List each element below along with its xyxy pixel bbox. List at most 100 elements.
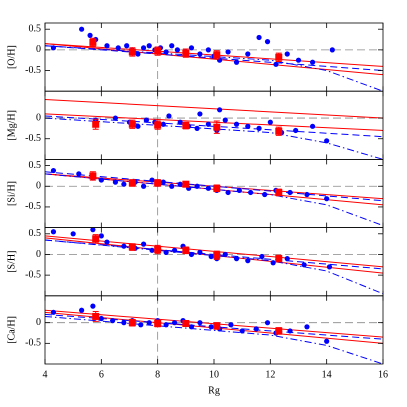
star-point xyxy=(304,324,310,330)
star-point xyxy=(50,167,57,174)
star-point xyxy=(256,125,262,131)
star-point xyxy=(121,181,127,187)
star-point xyxy=(205,47,211,53)
y-tick-label: -0.5 xyxy=(25,201,41,212)
star-point xyxy=(135,123,141,129)
star-point xyxy=(301,262,307,268)
star-point xyxy=(135,51,141,57)
star-point xyxy=(233,121,240,127)
mean-square xyxy=(92,235,100,243)
y-tick-label: 0 xyxy=(36,249,41,260)
star-point xyxy=(140,45,147,51)
star-point xyxy=(160,121,166,127)
star-point xyxy=(98,233,104,239)
star-point xyxy=(284,256,290,262)
star-point xyxy=(205,121,211,127)
star-point xyxy=(146,320,152,326)
star-point xyxy=(326,264,333,270)
y-tick-label: -0.5 xyxy=(25,338,41,349)
star-point xyxy=(90,227,96,233)
star-point xyxy=(228,322,234,328)
mean-square xyxy=(182,122,190,130)
mean-square xyxy=(275,127,283,135)
mean-square xyxy=(154,319,162,327)
star-point xyxy=(171,247,178,253)
star-point xyxy=(177,119,183,125)
trend-line xyxy=(45,98,383,119)
y-tick-label: -0.5 xyxy=(25,133,41,144)
star-point xyxy=(197,320,203,326)
star-point xyxy=(146,43,152,49)
trend-line xyxy=(45,113,383,131)
star-point xyxy=(124,43,130,49)
mean-square xyxy=(128,243,136,251)
y-tick-label: 0.5 xyxy=(29,228,42,239)
star-point xyxy=(324,196,330,202)
mean-square xyxy=(89,38,97,46)
star-point xyxy=(79,26,85,32)
y-tick-label: 0 xyxy=(36,112,41,123)
star-point xyxy=(149,177,155,183)
star-point xyxy=(295,57,302,63)
mean-square xyxy=(128,319,136,327)
star-point xyxy=(98,177,104,183)
star-point xyxy=(208,253,214,260)
star-point xyxy=(205,185,211,191)
y-tick-label: 0 xyxy=(36,44,41,55)
star-point xyxy=(143,117,149,123)
y-tick-label: 0.5 xyxy=(29,160,42,171)
y-tick-label: -0.5 xyxy=(25,269,41,280)
star-point xyxy=(225,49,231,55)
star-point xyxy=(174,47,180,53)
plot-area xyxy=(45,23,383,92)
y-tick-label: 0.5 xyxy=(29,23,42,34)
star-point xyxy=(98,315,104,322)
plot-area xyxy=(45,91,383,160)
mean-square xyxy=(128,120,136,128)
star-point xyxy=(50,309,57,315)
panel: -0.5 0 [Mg/H] xyxy=(6,90,384,160)
x-tick-label: 6 xyxy=(99,369,104,380)
star-point xyxy=(163,249,169,255)
trend-line xyxy=(45,239,383,295)
x-tick-label: 10 xyxy=(209,369,219,380)
y-tick-label: 0 xyxy=(36,181,41,192)
x-tick-label: 16 xyxy=(378,369,388,380)
star-point xyxy=(208,324,214,330)
star-point xyxy=(76,171,82,177)
mean-square xyxy=(128,48,136,56)
star-point xyxy=(233,256,240,262)
star-point xyxy=(112,179,119,185)
star-point xyxy=(169,43,175,49)
star-point xyxy=(121,320,127,326)
star-point xyxy=(284,51,290,57)
star-point xyxy=(87,32,93,39)
star-point xyxy=(166,113,172,119)
star-point xyxy=(70,231,76,237)
star-point xyxy=(138,322,144,328)
mean-square xyxy=(182,319,190,327)
panel: -0.5 0 0.5 [S/H] xyxy=(6,227,384,297)
star-point xyxy=(169,183,175,189)
mean-square xyxy=(213,123,221,131)
panel: -0.5 0 0.5 [O/H] xyxy=(6,22,384,92)
trend-line xyxy=(45,173,383,227)
star-point xyxy=(270,260,276,266)
star-point xyxy=(245,123,251,129)
mean-square xyxy=(154,47,162,55)
star-point xyxy=(188,324,195,330)
star-point xyxy=(245,51,251,57)
mean-square xyxy=(275,53,283,61)
star-point xyxy=(233,59,240,65)
panel: -0.5 0 0.5 [Si/H] xyxy=(6,158,384,228)
star-point xyxy=(171,320,178,326)
star-point xyxy=(259,253,265,260)
star-point xyxy=(50,229,57,235)
mean-square xyxy=(128,179,136,187)
y-axis-label: [O/H] xyxy=(6,45,17,69)
star-point xyxy=(140,183,147,189)
y-tick-label: -0.5 xyxy=(25,65,41,76)
star-point xyxy=(324,138,330,144)
star-point xyxy=(149,247,155,253)
